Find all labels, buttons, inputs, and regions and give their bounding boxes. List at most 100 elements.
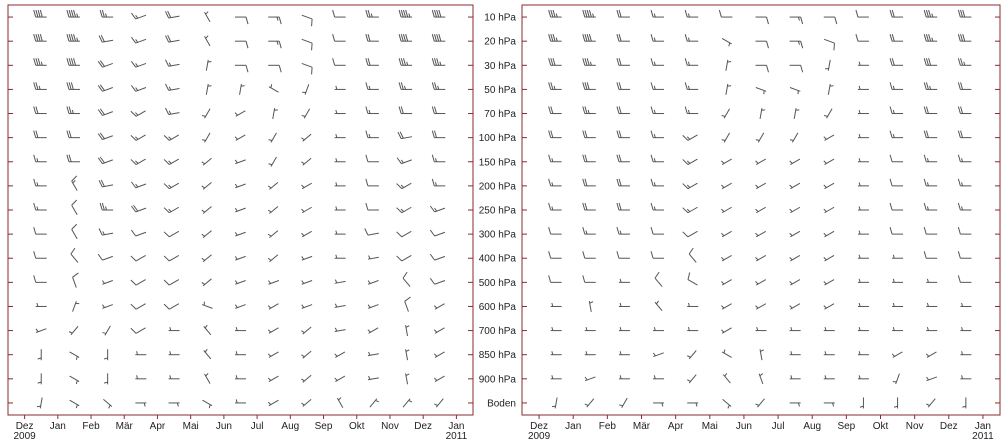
left-barb-500-hpa-7: [268, 280, 280, 285]
right-barb-70-hpa-6: [759, 108, 766, 120]
right-barb-30-hpa-0: [548, 58, 562, 66]
right-barb-600-hpa-12: [960, 302, 972, 307]
right-barb-500-hpa-7: [789, 279, 801, 286]
left-barb-600-hpa-2: [102, 304, 113, 309]
right-barb-30-hpa-9: [857, 61, 869, 66]
left-barb-900-hpa-10: [367, 375, 379, 381]
right-x-tick-label-feb-2: Feb: [599, 421, 617, 432]
left-barb-600-hpa-12: [433, 303, 445, 310]
right-barb-200-hpa-7: [789, 182, 801, 190]
right-barb-850-hpa-3: [652, 352, 664, 358]
right-level-label-600-hpa: 600 hPa: [479, 302, 517, 313]
right-barb-100-hpa-0: [548, 130, 562, 139]
right-level-label-200-hpa: 200 hPa: [479, 181, 517, 192]
right-barb-400-hpa-9: [857, 254, 869, 259]
left-barb-600-hpa-7: [267, 303, 279, 310]
left-barb-70-hpa-5: [201, 108, 211, 119]
left-barb-250-hpa-9: [334, 206, 346, 211]
right-barb-10-hpa-6: [755, 16, 769, 25]
left-barb-600-hpa-0: [35, 302, 47, 307]
right-year-label-2011: 2011: [972, 431, 994, 441]
left-barb-250-hpa-1: [71, 199, 78, 216]
right-barb-30-hpa-3: [650, 58, 665, 66]
left-barb-900-hpa-4: [168, 375, 180, 380]
left-barb-700-hpa-6: [235, 326, 246, 332]
right-x-tick-label-okt-10: Okt: [873, 421, 889, 432]
left-barb-20-hpa-1: [66, 34, 80, 42]
right-x-tick-label-mai-5: Mai: [702, 421, 718, 432]
left-barb-400-hpa-7: [267, 254, 279, 263]
left-barb-100-hpa-9: [334, 134, 346, 139]
right-barb-10-hpa-4: [684, 9, 699, 18]
left-barb-70-hpa-10: [365, 106, 379, 115]
right-barb-50-hpa-4: [684, 82, 699, 90]
left-year-label-2009: 2009: [13, 431, 36, 441]
right-barb-300-hpa-6: [755, 230, 767, 238]
right-barb-850-hpa-5: [721, 349, 732, 358]
right-barb-boden-8: [823, 402, 835, 407]
left-barb-boden-1: [69, 399, 80, 409]
left-barb-900-hpa-6: [235, 375, 246, 380]
left-barb-150-hpa-5: [201, 157, 212, 166]
left-barb-700-hpa-1: [68, 326, 79, 336]
left-barb-70-hpa-0: [33, 106, 47, 115]
right-level-label-300-hpa: 300 hPa: [479, 230, 517, 241]
left-barb-50-hpa-3: [131, 85, 147, 92]
right-level-label-30-hpa: 30 hPa: [484, 61, 516, 72]
right-barb-250-hpa-2: [616, 202, 630, 211]
left-barb-30-hpa-11: [398, 58, 413, 66]
right-barb-200-hpa-3: [650, 178, 665, 187]
right-barb-20-hpa-0: [548, 34, 562, 42]
left-barb-850-hpa-12: [433, 351, 445, 358]
right-barb-700-hpa-2: [618, 326, 630, 332]
right-barb-700-hpa-10: [892, 326, 904, 332]
right-x-tick-label-maer-3: Mär: [633, 421, 651, 432]
right-x-tick-label-apr-4: Apr: [668, 421, 684, 432]
right-barb-100-hpa-8: [823, 134, 835, 141]
left-barb-10-hpa-0: [33, 9, 47, 18]
right-barb-boden-0: [551, 397, 558, 409]
right-x-tick-label-jan-13: Jan: [975, 421, 991, 432]
right-barb-100-hpa-3: [650, 130, 665, 139]
right-barb-30-hpa-8: [825, 59, 831, 71]
right-barb-500-hpa-11: [926, 278, 938, 283]
left-barb-boden-0: [36, 397, 43, 409]
left-barb-500-hpa-9: [334, 279, 346, 284]
left-barb-100-hpa-1: [66, 130, 80, 139]
left-x-tick-label-jan-13: Jan: [448, 421, 464, 432]
left-barb-70-hpa-4: [165, 107, 180, 115]
right-barb-boden-3: [653, 402, 665, 407]
left-barb-600-hpa-10: [367, 304, 379, 309]
left-barb-20-hpa-8: [301, 38, 313, 51]
right-barb-700-hpa-3: [653, 326, 665, 332]
left-barb-600-hpa-6: [234, 304, 246, 309]
right-barb-900-hpa-10: [892, 373, 900, 385]
right-barb-850-hpa-0: [550, 351, 562, 356]
right-barb-10-hpa-10: [889, 9, 904, 18]
right-barb-250-hpa-4: [682, 206, 698, 214]
right-barb-300-hpa-2: [616, 226, 630, 235]
right-barb-400-hpa-12: [957, 251, 972, 259]
left-barb-250-hpa-4: [163, 206, 180, 214]
right-barb-900-hpa-2: [618, 375, 630, 380]
left-x-tick-label-apr-4: Apr: [150, 421, 166, 432]
left-barb-250-hpa-5: [201, 206, 212, 214]
left-barb-150-hpa-6: [234, 159, 246, 165]
left-barb-150-hpa-1: [66, 154, 80, 163]
left-barb-250-hpa-3: [131, 204, 147, 213]
right-barb-400-hpa-6: [755, 255, 767, 262]
left-barb-500-hpa-3: [130, 279, 146, 286]
left-barb-500-hpa-5: [201, 278, 212, 287]
left-x-tick-label-sep-9: Sep: [315, 421, 333, 432]
right-barb-250-hpa-6: [755, 206, 767, 214]
right-level-label-850-hpa: 850 hPa: [479, 350, 517, 361]
left-barb-70-hpa-9: [334, 109, 346, 115]
right-barb-700-hpa-6: [755, 326, 767, 332]
right-barb-850-hpa-12: [960, 351, 972, 356]
right-barb-10-hpa-0: [548, 9, 562, 18]
left-barb-50-hpa-0: [33, 82, 47, 90]
left-barb-400-hpa-11: [396, 255, 412, 262]
right-barb-10-hpa-3: [650, 9, 665, 18]
left-barb-50-hpa-8: [302, 84, 310, 95]
right-level-label-100-hpa: 100 hPa: [479, 133, 517, 144]
